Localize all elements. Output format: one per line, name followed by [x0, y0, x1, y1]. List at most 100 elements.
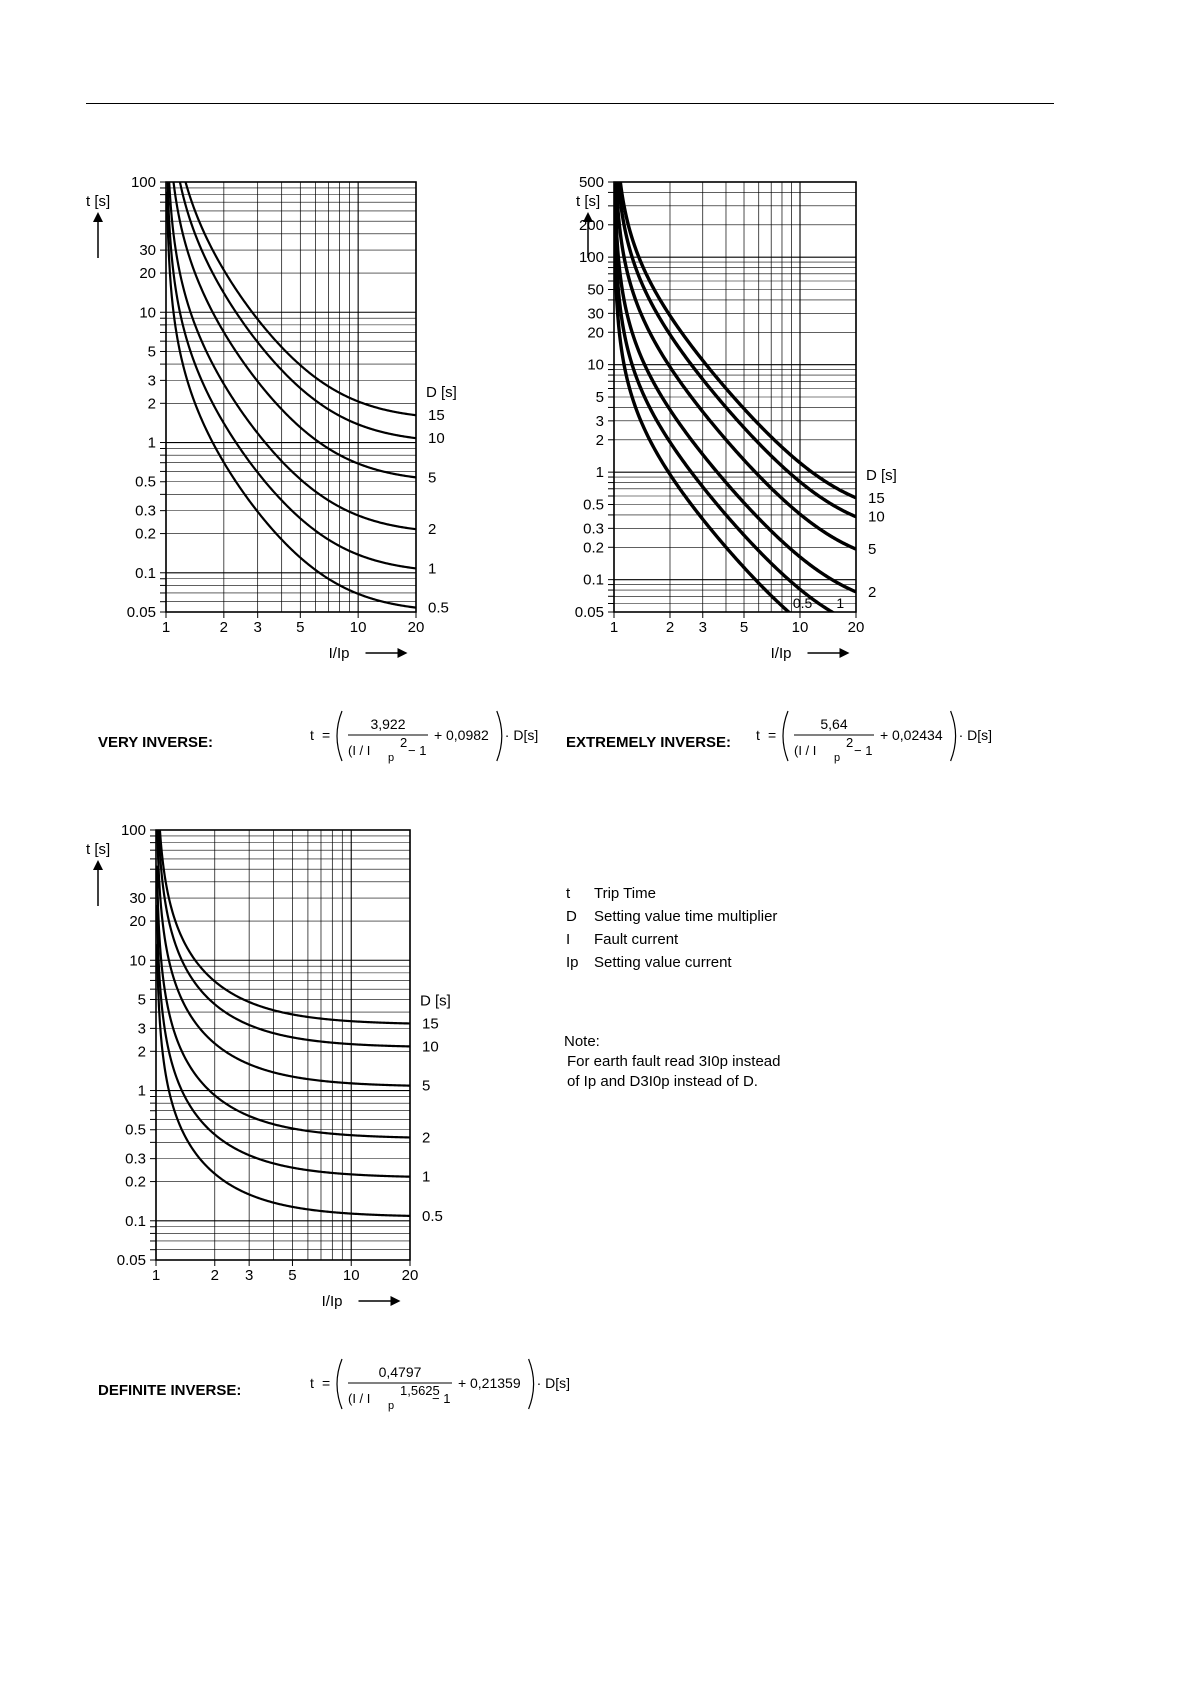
- series-line-0-5: [166, 191, 416, 609]
- y-tick-label: 0.1: [135, 565, 156, 582]
- y-tick-label: 1: [596, 464, 604, 481]
- series-line-15: [158, 830, 410, 1025]
- series-line-5: [156, 830, 410, 1087]
- series-line-1: [156, 904, 410, 1178]
- series-line-2: [168, 182, 416, 531]
- formula-numerator: 5,64: [820, 716, 847, 732]
- y-tick-label: 20: [139, 265, 156, 282]
- series-line-15: [618, 182, 856, 500]
- series-label: 15: [868, 490, 885, 507]
- legend-row: D Setting value time multiplier: [566, 905, 777, 928]
- x-tick-label: 5: [296, 619, 304, 636]
- legend-symbol: Ip: [566, 954, 579, 971]
- y-tick-label: 0.05: [575, 604, 604, 621]
- y-tick-label: 5: [596, 389, 604, 406]
- definite-inverse-chart: 0.05 0.1 0.2 0.3 0.5 1 2 3 5 10 20 30 100 1 2 3 5 10 20 t […: [86, 822, 451, 1310]
- legend-symbol: D: [566, 908, 577, 925]
- y-tick-label: 0.5: [583, 497, 604, 514]
- legend-text: Trip Time: [594, 885, 656, 902]
- series-line-0-5: [614, 248, 792, 612]
- definite-inverse-formula: t = 0,4797 (I / I p 1,5625− 1 + 0,21359 · D[s]: [310, 1358, 570, 1412]
- y-tick-label: 0.5: [135, 474, 156, 491]
- very-inverse-chart: 0.05 0.1 0.2 0.3 0.5 1 2 3 5 10 20 30 100 1 2 3 5 10 20 t […: [86, 174, 457, 662]
- formula-subscript: p: [388, 752, 394, 764]
- series-label: 0.5: [422, 1208, 443, 1225]
- formula-t: t: [310, 727, 314, 743]
- y-tick-label: 10: [587, 357, 604, 374]
- t-axis-label: t [s]: [576, 193, 600, 210]
- x-tick-label: 3: [699, 619, 707, 636]
- formula-equals: =: [322, 727, 330, 743]
- plot-frame: [613, 181, 857, 613]
- series-label: 5: [422, 1078, 430, 1095]
- y-tick-label: 500: [579, 174, 604, 191]
- formula-numerator: 0,4797: [379, 1364, 422, 1380]
- y-tick-label: 2: [596, 432, 604, 449]
- formula-plus: +: [458, 1375, 466, 1391]
- x-axis-label: I/Ip: [771, 645, 792, 662]
- series-label: 1: [836, 595, 844, 611]
- series-line-1: [166, 182, 416, 570]
- extremely-inverse-formula: t = 5,64 (I / I p2− 1 + 0,02434 · D[s]: [756, 710, 992, 764]
- formula-denominator: (I / I: [348, 743, 370, 758]
- y-tick-label: 100: [579, 249, 604, 266]
- series-line-5: [614, 182, 856, 551]
- y-tick-label: 0.2: [583, 539, 604, 556]
- y-tick-label: 30: [587, 305, 604, 322]
- formula-exponent: 2: [400, 735, 407, 750]
- formula-minus-one: − 1: [854, 743, 872, 758]
- y-tick-label: 1: [138, 1083, 146, 1100]
- extremely-inverse-label: EXTREMELY INVERSE:: [566, 734, 732, 751]
- y-tick-label: 0.1: [125, 1213, 146, 1230]
- plot-frame: [155, 829, 411, 1261]
- formula-denominator: (I / I: [348, 1391, 370, 1406]
- series-label: 1: [422, 1169, 430, 1186]
- left-paren: [336, 1358, 343, 1410]
- y-tick-label: 10: [129, 952, 146, 969]
- y-tick-label: 0.5: [125, 1122, 146, 1139]
- series-label: 1: [428, 560, 436, 577]
- left-paren: [336, 710, 343, 762]
- x-tick-label: 2: [211, 1267, 219, 1284]
- legend-symbol: I: [566, 931, 571, 948]
- legend-symbol: t: [566, 885, 571, 902]
- earth-fault-note: Note: For earth fault read 3I0p instead …: [564, 1032, 780, 1092]
- series-line-10: [178, 182, 416, 440]
- series-line-0-5: [156, 944, 410, 1217]
- x-tick-label: 1: [152, 1267, 160, 1284]
- legend-text: Setting value time multiplier: [594, 908, 778, 925]
- y-tick-label: 3: [596, 413, 604, 430]
- up-arrow-icon: [93, 212, 103, 222]
- formula-exponent: 1,5625: [400, 1383, 440, 1398]
- y-tick-label: 0.05: [127, 604, 156, 621]
- formula-minus-one: − 1: [408, 743, 426, 758]
- x-tick-label: 2: [220, 619, 228, 636]
- header-rule: [86, 103, 1054, 104]
- formula-constant: 0,21359: [470, 1375, 521, 1391]
- definite-inverse-label: DEFINITE INVERSE:: [98, 1382, 242, 1399]
- t-axis-label: t [s]: [86, 841, 110, 858]
- very-inverse-formula: t = 3,922(I / I p2− 1 + 0,0982 · D[s]: [310, 710, 538, 764]
- y-tick-label: 0.05: [117, 1252, 146, 1269]
- y-tick-label: 2: [148, 395, 156, 412]
- series-label: 2: [428, 521, 436, 538]
- right-paren: [528, 1358, 535, 1410]
- formula-denominator: (I / I: [794, 743, 816, 758]
- y-tick-label: 3: [138, 1020, 146, 1037]
- d-legend-title: D [s]: [420, 992, 451, 1009]
- y-tick-label: 5: [148, 343, 156, 360]
- formula-plus: +: [880, 727, 888, 743]
- legend-text: Fault current: [594, 931, 679, 948]
- formula-minus-one: − 1: [432, 1391, 450, 1406]
- formula-constant: 0,02434: [892, 727, 943, 743]
- legend-row: Ip Setting value current: [566, 951, 777, 974]
- y-tick-label: 0.3: [135, 503, 156, 520]
- y-tick-label: 100: [131, 174, 156, 191]
- y-tick-label: 3: [148, 372, 156, 389]
- very-inverse-label: VERY INVERSE:: [98, 734, 214, 751]
- series-label: 10: [422, 1038, 439, 1055]
- series-label: 5: [428, 469, 436, 486]
- x-axis-label: I/Ip: [322, 1293, 343, 1310]
- up-arrow-icon: [583, 212, 593, 222]
- formula-exponent: 2: [846, 735, 853, 750]
